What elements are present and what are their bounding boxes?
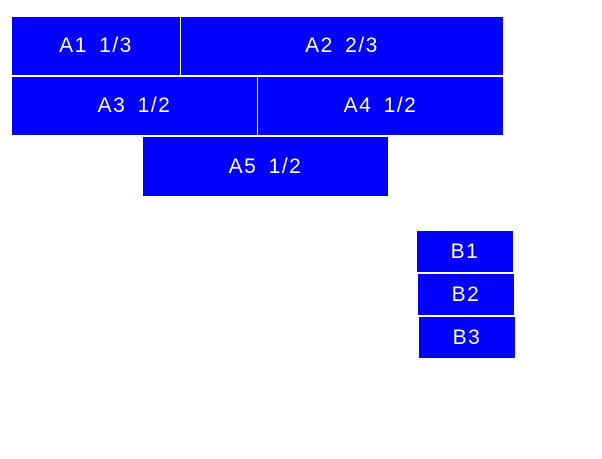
box-a4-label: A4 1/2	[343, 94, 418, 117]
box-b2[interactable]: B2	[418, 274, 514, 315]
box-b3[interactable]: B3	[419, 317, 515, 358]
box-b1[interactable]: B1	[417, 231, 513, 272]
box-b3-label: B3	[452, 325, 482, 349]
box-a2-label: A2 2/3	[305, 34, 379, 57]
box-a3-label: A3 1/2	[97, 94, 172, 117]
box-a4[interactable]: A4 1/2	[258, 77, 503, 135]
box-a1-label: A1 1/3	[59, 34, 133, 57]
box-b2-label: B2	[451, 282, 481, 306]
box-a1[interactable]: A1 1/3	[12, 17, 180, 75]
box-a2[interactable]: A2 2/3	[181, 17, 503, 75]
box-b1-label: B1	[450, 239, 480, 263]
box-a5-label: A5 1/2	[228, 154, 303, 178]
box-a3[interactable]: A3 1/2	[12, 77, 257, 135]
box-a5[interactable]: A5 1/2	[143, 137, 388, 196]
